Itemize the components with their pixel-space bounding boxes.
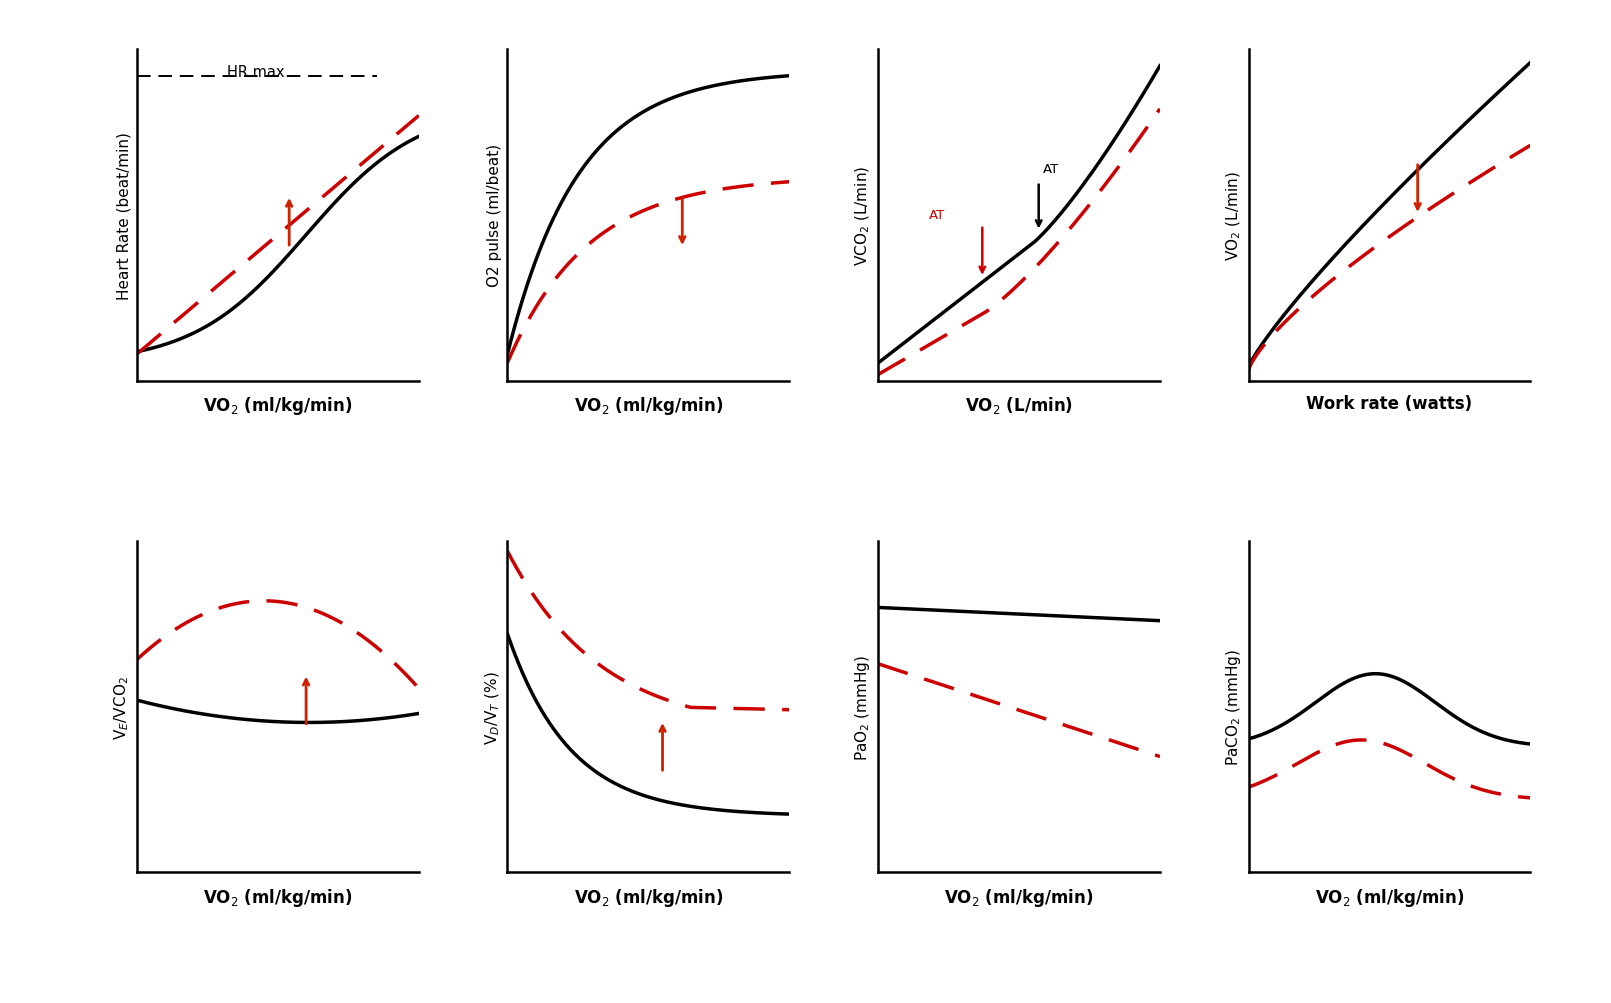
X-axis label: VO$_2$ (ml/kg/min): VO$_2$ (ml/kg/min) [203, 887, 353, 909]
X-axis label: VO$_2$ (ml/kg/min): VO$_2$ (ml/kg/min) [944, 887, 1094, 909]
X-axis label: VO$_2$ (ml/kg/min): VO$_2$ (ml/kg/min) [574, 395, 723, 417]
Text: HR max: HR max [227, 65, 284, 80]
X-axis label: Work rate (watts): Work rate (watts) [1307, 395, 1472, 413]
Y-axis label: VO$_2$ (L/min): VO$_2$ (L/min) [1224, 171, 1244, 261]
X-axis label: VO$_2$ (L/min): VO$_2$ (L/min) [965, 395, 1073, 416]
Text: AT: AT [928, 210, 946, 223]
Y-axis label: O2 pulse (ml/beat): O2 pulse (ml/beat) [487, 144, 503, 287]
Y-axis label: PaCO$_2$ (mmHg): PaCO$_2$ (mmHg) [1224, 649, 1244, 765]
X-axis label: VO$_2$ (ml/kg/min): VO$_2$ (ml/kg/min) [574, 887, 723, 909]
Y-axis label: PaO$_2$ (mmHg): PaO$_2$ (mmHg) [854, 654, 873, 760]
Y-axis label: VCO$_2$ (L/min): VCO$_2$ (L/min) [854, 165, 873, 266]
Y-axis label: Heart Rate (beat/min): Heart Rate (beat/min) [116, 131, 132, 300]
Text: AT: AT [1042, 162, 1058, 176]
X-axis label: VO$_2$ (ml/kg/min): VO$_2$ (ml/kg/min) [203, 395, 353, 417]
Y-axis label: V$_E$/VCO$_2$: V$_E$/VCO$_2$ [113, 675, 132, 739]
X-axis label: VO$_2$ (ml/kg/min): VO$_2$ (ml/kg/min) [1315, 887, 1464, 909]
Y-axis label: V$_D$/V$_T$ (%): V$_D$/V$_T$ (%) [483, 670, 503, 744]
